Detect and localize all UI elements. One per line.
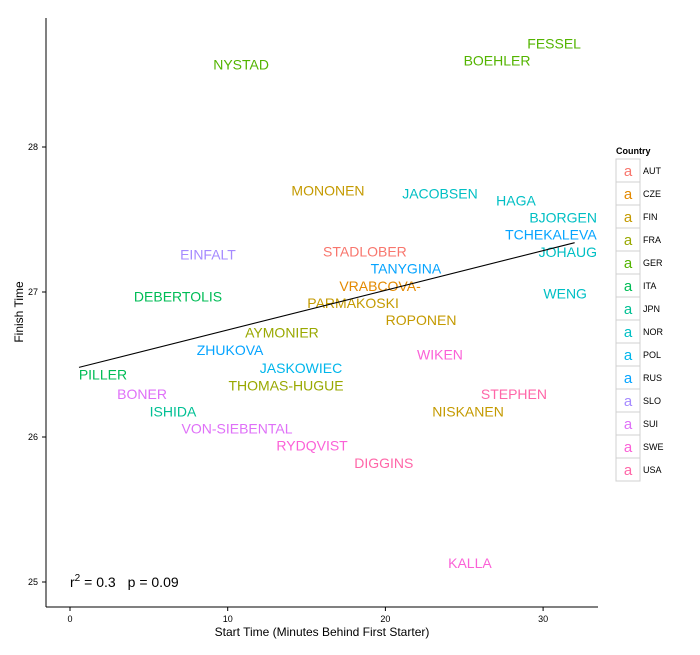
legend-key-glyph: a bbox=[624, 462, 633, 479]
point-label-tanygina: TANYGINA bbox=[371, 260, 442, 276]
point-label-haga: HAGA bbox=[496, 192, 536, 208]
point-label-rydqvist: RYDQVIST bbox=[276, 438, 348, 454]
point-labels: NYSTAD BOEHLER FESSEL MONONEN JACOBSEN HAGA TC… bbox=[79, 35, 597, 571]
r2-label: r bbox=[70, 574, 75, 590]
point-label-roponen: ROPONEN bbox=[386, 312, 457, 328]
legend-key-glyph: a bbox=[624, 439, 633, 456]
legend-label-slo: SLO bbox=[643, 396, 661, 406]
legend-label-sui: SUI bbox=[643, 419, 658, 429]
y-tick-label: 27 bbox=[28, 287, 38, 297]
point-label-thomashugue: THOMAS-HUGUE bbox=[228, 378, 343, 394]
point-label-kalla: KALLA bbox=[448, 555, 492, 571]
point-label-weng: WENG bbox=[543, 285, 587, 301]
legend-key-usa bbox=[615, 457, 641, 482]
y-tick-label: 28 bbox=[28, 142, 38, 152]
regression-line bbox=[78, 242, 575, 368]
legend-key-glyph: a bbox=[624, 209, 633, 226]
y-tick-label: 26 bbox=[28, 432, 38, 442]
legend-key-glyph: a bbox=[624, 324, 633, 341]
legend-label-pol: POL bbox=[643, 350, 661, 360]
point-label-einfalt: EINFALT bbox=[180, 246, 236, 262]
stats-annotation: r2 = 0.3 p = 0.09 bbox=[70, 573, 179, 590]
legend-label-swe: SWE bbox=[643, 442, 664, 452]
y-ticks: 25 26 27 28 bbox=[28, 142, 46, 587]
point-label-jaskowiec: JASKOWIEC bbox=[260, 360, 342, 376]
legend-key-glyph: a bbox=[624, 347, 633, 364]
r2-superscript: 2 bbox=[75, 573, 81, 584]
legend-label-fin: FIN bbox=[643, 212, 658, 222]
point-label-piller: PILLER bbox=[79, 367, 127, 383]
legend-label-aut: AUT bbox=[643, 166, 662, 176]
point-label-mononen: MONONEN bbox=[291, 183, 364, 199]
x-tick-label: 0 bbox=[67, 614, 72, 624]
legend-key-glyph: a bbox=[624, 186, 633, 203]
legend-label-nor: NOR bbox=[643, 327, 664, 337]
legend-label-ger: GER bbox=[643, 258, 663, 268]
p-value: p = 0.09 bbox=[128, 574, 179, 590]
x-ticks: 0 10 20 30 bbox=[67, 607, 548, 624]
y-tick-label: 25 bbox=[28, 577, 38, 587]
point-label-stephen: STEPHEN bbox=[481, 386, 547, 402]
legend-key-glyph: a bbox=[624, 416, 633, 433]
y-axis-label: Finish Time bbox=[12, 281, 26, 343]
legend-label-jpn: JPN bbox=[643, 304, 660, 314]
legend-label-fra: FRA bbox=[643, 235, 661, 245]
point-label-johaug: JOHAUG bbox=[539, 244, 597, 260]
point-label-fessel: FESSEL bbox=[527, 35, 581, 51]
x-tick-label: 20 bbox=[380, 614, 390, 624]
legend: Country a AUT a CZE a FIN a FRA a GER a ITA a JPN a NOR… bbox=[615, 146, 664, 482]
r2-value: = 0.3 bbox=[80, 574, 116, 590]
x-tick-label: 10 bbox=[223, 614, 233, 624]
legend-key-glyph: a bbox=[624, 370, 633, 387]
point-label-debertolis: DEBERTOLIS bbox=[134, 288, 222, 304]
legend-key-glyph: a bbox=[624, 163, 633, 180]
legend-label-rus: RUS bbox=[643, 373, 662, 383]
point-label-nystad: NYSTAD bbox=[213, 56, 269, 72]
point-label-jacobsen: JACOBSEN bbox=[402, 185, 477, 201]
legend-key-glyph: a bbox=[624, 278, 633, 295]
legend-key-glyph: a bbox=[624, 255, 633, 272]
legend-key-glyph: a bbox=[624, 301, 633, 318]
point-label-diggins: DIGGINS bbox=[354, 455, 413, 471]
x-tick-label: 30 bbox=[538, 614, 548, 624]
point-label-ishida: ISHIDA bbox=[150, 403, 197, 419]
legend-key-glyph: a bbox=[624, 232, 633, 249]
legend-label-cze: CZE bbox=[643, 189, 661, 199]
point-label-vrabcova: VRABCOVA- bbox=[339, 278, 421, 294]
point-label-niskanen: NISKANEN bbox=[432, 404, 504, 420]
legend-title: Country bbox=[616, 146, 651, 156]
point-label-parmakoski: PARMAKOSKI bbox=[307, 295, 399, 311]
point-label-stadlober: STADLOBER bbox=[323, 243, 407, 259]
legend-label-usa: USA bbox=[643, 465, 662, 475]
point-label-zhukova: ZHUKOVA bbox=[197, 342, 264, 358]
point-label-boehler: BOEHLER bbox=[464, 53, 531, 69]
legend-key-glyph: a bbox=[624, 393, 633, 410]
point-label-aymonier: AYMONIER bbox=[245, 325, 319, 341]
point-label-boner: BONER bbox=[117, 386, 167, 402]
point-label-vonsiebental: VON-SIEBENTAL bbox=[182, 421, 293, 437]
legend-label-ita: ITA bbox=[643, 281, 656, 291]
point-label-wiken: WIKEN bbox=[417, 346, 463, 362]
x-axis-label: Start Time (Minutes Behind First Starter… bbox=[215, 625, 430, 639]
point-label-tchekaleva: TCHEKALEVA bbox=[505, 227, 597, 243]
point-label-bjorgen: BJORGEN bbox=[529, 209, 597, 225]
